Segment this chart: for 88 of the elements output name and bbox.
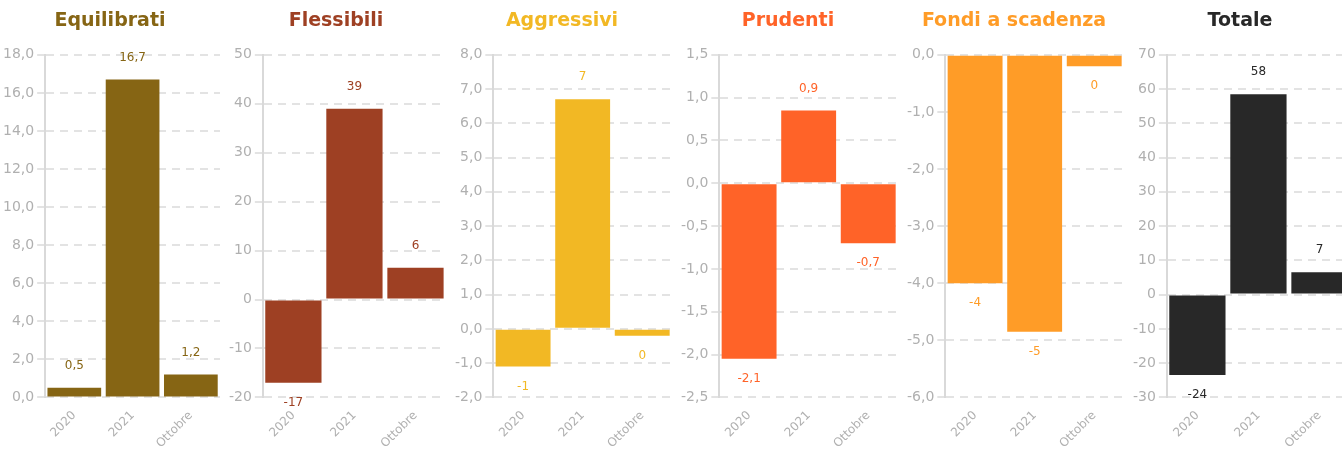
y-tick-label: -1,0 [454,353,483,370]
y-tick-label: 7,0 [460,79,483,96]
data-label: 7 [1315,242,1324,257]
y-tick-label: 20 [234,192,252,209]
y-tick-label: -20 [228,388,252,405]
bar [47,387,102,397]
chart-title: Flessibili [288,8,384,31]
y-tick-label: 0,0 [460,319,483,336]
y-tick-label: 30 [1138,182,1156,199]
y-tick-label: -1,0 [906,102,935,119]
y-tick-label: 20 [1138,216,1156,233]
y-tick-label: 1,5 [686,45,709,62]
y-tick-label: 1,0 [686,88,709,105]
y-tick-label: 70 [1138,45,1156,62]
bar [1230,94,1287,294]
y-tick-label: 16,0 [3,83,35,100]
y-tick-label: -1,0 [680,259,709,276]
y-tick-label: -10 [228,339,252,356]
y-tick-label: -10 [1132,319,1156,336]
data-label: 0 [1090,78,1099,93]
chart-title: Equilibrati [54,8,166,31]
y-tick-label: -1,5 [680,302,709,319]
y-tick-label: 40 [234,94,252,111]
y-tick-label: 10 [1138,250,1156,267]
y-tick-label: 50 [234,45,252,62]
y-tick-label: -2,0 [454,388,483,405]
bar [105,79,160,397]
data-label: 16,7 [119,49,146,64]
y-tick-label: 5,0 [460,148,483,165]
data-label: 0 [638,347,647,362]
y-tick-label: 0,0 [686,173,709,190]
data-label: 0,5 [64,357,84,372]
y-tick-label: 2,0 [11,349,35,366]
chart-title: Prudenti [741,8,835,31]
data-label: -1 [517,378,530,393]
y-tick-label: -30 [1132,388,1156,405]
bar [326,108,383,299]
data-label: 0,9 [799,80,819,95]
y-tick-label: 1,0 [460,285,483,302]
data-label: 58 [1250,64,1267,79]
y-tick-label: 8,0 [460,45,483,62]
y-tick-label: 10 [234,241,252,258]
data-label: 6 [411,237,420,252]
y-tick-label: 4,0 [460,182,483,199]
y-tick-label: 4,0 [11,311,35,328]
y-tick-label: -4,0 [906,273,935,290]
y-tick-label: 0,5 [686,131,709,148]
y-tick-label: 0 [242,290,252,307]
data-label: 39 [346,78,363,93]
data-label: 1,2 [181,344,201,359]
data-label: -24 [1187,387,1208,402]
y-tick-label: 30 [234,143,252,160]
y-tick-label: 0 [1146,285,1156,302]
y-tick-label: 10,0 [3,197,35,214]
data-label: -17 [283,394,304,409]
y-tick-label: 3,0 [460,216,483,233]
y-tick-label: 8,0 [11,235,35,252]
y-tick-label: 60 [1138,79,1156,96]
bar [1169,295,1226,376]
y-tick-label: -2,0 [906,159,935,176]
y-tick-label: 0,0 [912,45,935,62]
bar [265,300,322,383]
bar [164,374,218,397]
y-tick-label: -20 [1132,353,1156,370]
chart-title: Totale [1207,8,1273,31]
y-tick-label: 18,0 [3,45,35,62]
data-label: 7 [578,69,587,84]
bar [387,267,444,299]
y-tick-label: 6,0 [460,113,483,130]
data-label: -4 [969,295,982,310]
chart-title: Aggressivi [505,8,619,31]
y-tick-label: 2,0 [460,250,483,267]
data-label: -0,7 [856,255,880,270]
y-tick-label: -5,0 [906,330,935,347]
y-tick-label: -3,0 [906,216,935,233]
y-tick-label: -6,0 [906,388,935,405]
y-tick-label: -0,5 [680,216,709,233]
y-tick-label: 0,0 [11,388,35,405]
data-label: -5 [1028,343,1041,358]
y-tick-label: -2,5 [680,388,709,405]
y-tick-label: -2,0 [680,345,709,362]
data-label: -2,1 [737,370,761,385]
chart-title: Fondi a scadenza [921,8,1107,31]
y-tick-label: 50 [1138,113,1156,130]
y-tick-label: 6,0 [11,273,35,290]
y-tick-label: 14,0 [3,121,35,138]
y-tick-label: 40 [1138,148,1156,165]
y-tick-label: 12,0 [3,159,35,176]
